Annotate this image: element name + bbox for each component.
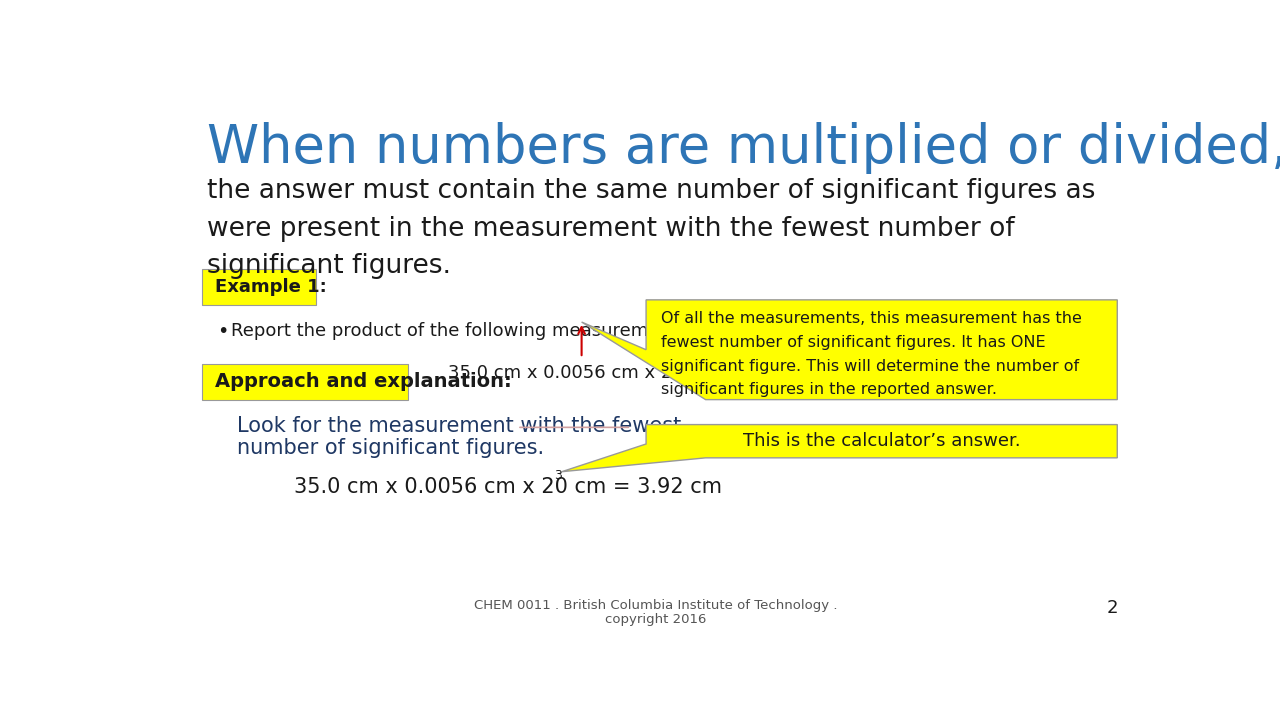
Text: Of all the measurements, this measurement has the: Of all the measurements, this measuremen… [660, 311, 1082, 326]
Polygon shape [562, 425, 1117, 472]
Text: fewest number of significant figures. It has ONE: fewest number of significant figures. It… [660, 335, 1046, 350]
Text: •: • [218, 322, 229, 341]
FancyBboxPatch shape [202, 269, 316, 305]
Text: 35.0 cm x 0.0056 cm x 20 cm = ?: 35.0 cm x 0.0056 cm x 20 cm = ? [448, 364, 753, 382]
Polygon shape [581, 300, 1117, 400]
Text: Approach and explanation:: Approach and explanation: [215, 372, 511, 391]
Text: 3: 3 [554, 469, 562, 482]
Text: 35.0 cm x 0.0056 cm x 20 cm = 3.92 cm: 35.0 cm x 0.0056 cm x 20 cm = 3.92 cm [294, 477, 722, 498]
Text: Example 1:: Example 1: [215, 279, 326, 297]
Text: When numbers are multiplied or divided,: When numbers are multiplied or divided, [206, 122, 1280, 174]
Text: the answer must contain the same number of significant figures as: the answer must contain the same number … [206, 178, 1094, 204]
Text: significant figures in the reported answer.: significant figures in the reported answ… [660, 382, 997, 397]
FancyBboxPatch shape [202, 364, 408, 400]
Text: Look for the measurement with the fewest: Look for the measurement with the fewest [237, 416, 682, 436]
Text: Report the product of the following measurements to the proper number of signifi: Report the product of the following meas… [232, 322, 1083, 340]
Text: This is the calculator’s answer.: This is the calculator’s answer. [742, 432, 1020, 450]
Text: 2: 2 [1107, 599, 1117, 617]
Text: significant figure. This will determine the number of: significant figure. This will determine … [660, 359, 1079, 374]
Text: significant figures.: significant figures. [206, 253, 451, 279]
Text: CHEM 0011 . British Columbia Institute of Technology .: CHEM 0011 . British Columbia Institute o… [475, 599, 837, 612]
Text: were present in the measurement with the fewest number of: were present in the measurement with the… [206, 215, 1014, 242]
Text: copyright 2016: copyright 2016 [605, 613, 707, 626]
Text: number of significant figures.: number of significant figures. [237, 438, 544, 459]
